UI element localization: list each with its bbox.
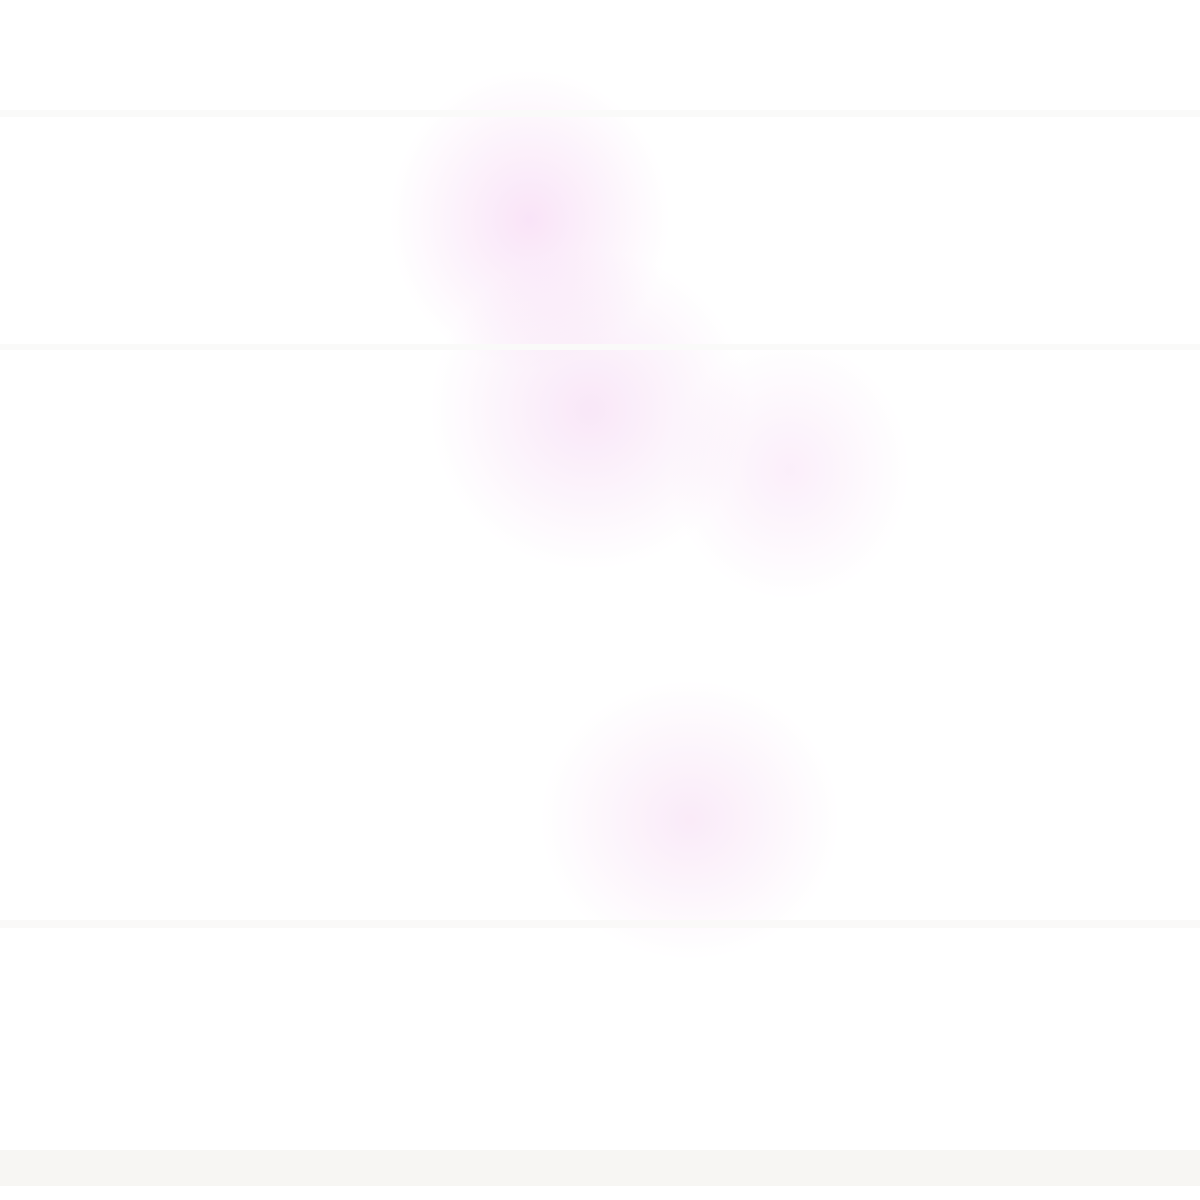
dimension-line-upper-segment bbox=[908, 59, 912, 522]
dimension-line-lower-segment bbox=[908, 625, 912, 1141]
dimension-line-bottom-cap bbox=[895, 1138, 925, 1142]
dimension-line-top-cap bbox=[893, 57, 927, 61]
